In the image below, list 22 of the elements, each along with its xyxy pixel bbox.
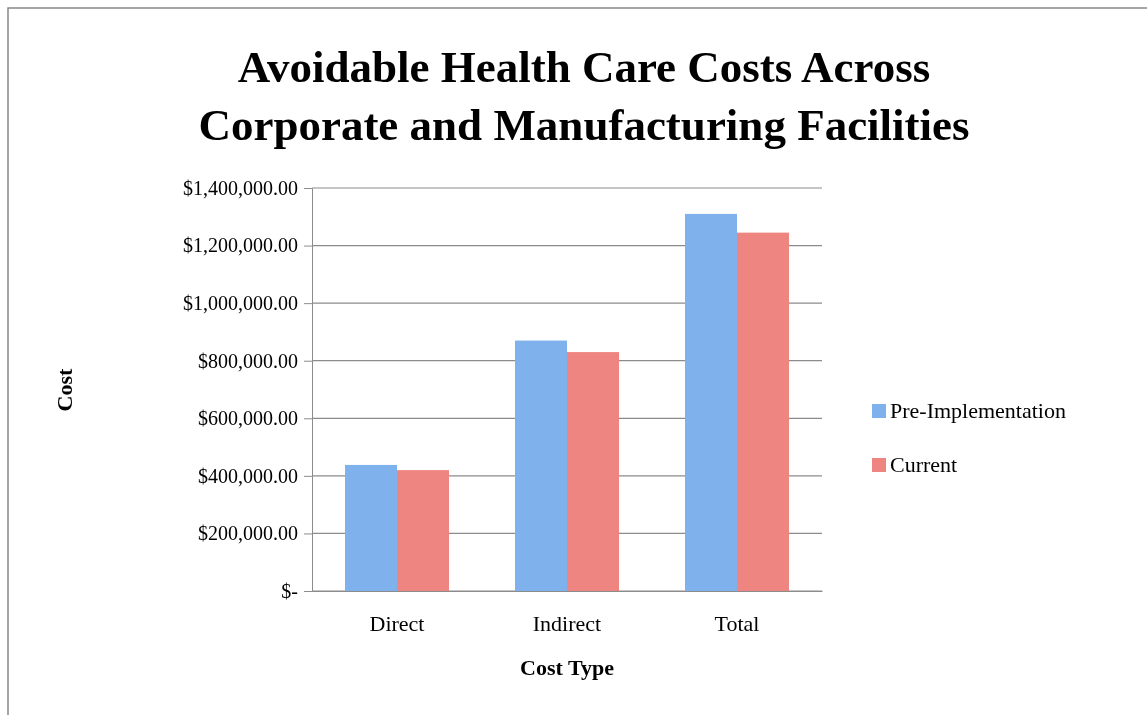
y-tick-label: $- <box>281 579 298 602</box>
bar <box>737 232 789 591</box>
y-tick-label: $1,000,000.00 <box>183 292 298 315</box>
x-tick-label: Direct <box>369 610 425 636</box>
chart-title: Avoidable Health Care Costs Across Corporate and Manufacturing Facilities <box>198 42 970 150</box>
x-tick-label: Indirect <box>532 610 602 636</box>
bar <box>515 340 567 591</box>
bar <box>567 352 619 591</box>
y-tick-label: $600,000.00 <box>198 407 298 430</box>
y-tick-label: $1,200,000.00 <box>183 234 298 257</box>
x-axis-title: Cost Type <box>520 655 615 680</box>
bar <box>345 464 397 591</box>
y-tick-label: $400,000.00 <box>198 464 298 487</box>
y-tick-label: $200,000.00 <box>198 522 298 545</box>
legend-label: Current <box>890 452 958 477</box>
y-axis-title: Cost <box>52 367 77 412</box>
bar <box>397 470 449 591</box>
x-tick-label: Total <box>714 610 760 636</box>
y-tick-label: $1,400,000.00 <box>183 176 298 199</box>
y-tick-label: $800,000.00 <box>198 349 298 372</box>
legend-label: Pre-Implementation <box>890 398 1066 423</box>
bar <box>685 213 737 591</box>
